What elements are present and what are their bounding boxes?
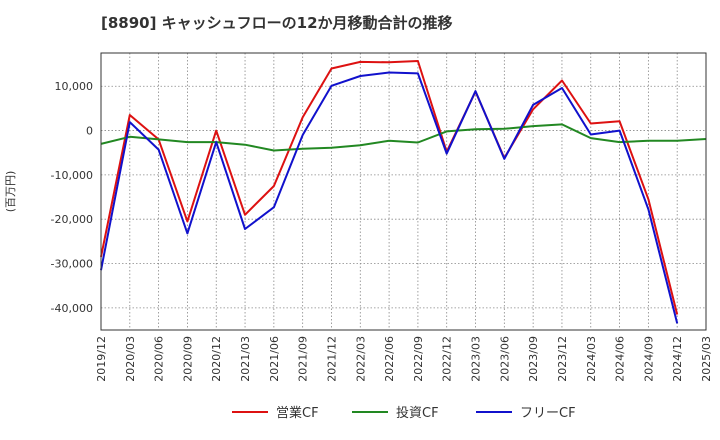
series-line-investing-cf <box>100 123 707 152</box>
y-tick-label: -20,000 <box>51 213 93 226</box>
y-axis-label: (百万円) <box>4 171 17 213</box>
grid-lines <box>100 53 707 330</box>
x-tick-label: 2020/09 <box>181 336 194 382</box>
x-tick-label: 2020/03 <box>124 336 137 382</box>
x-tick-label: 2022/12 <box>441 336 454 382</box>
legend-label-operating-cf: 営業CF <box>276 406 319 421</box>
x-tick-label: 2021/09 <box>297 336 310 382</box>
y-tick-label: 0 <box>86 125 93 138</box>
x-tick-label: 2022/06 <box>383 336 396 382</box>
x-tick-label: 2020/06 <box>153 336 166 382</box>
chart-title: [8890] キャッシュフローの12か月移動合計の推移 <box>101 14 453 32</box>
x-tick-label: 2022/03 <box>354 336 367 382</box>
y-tick-label: 10,000 <box>55 80 94 93</box>
y-tick-label: -40,000 <box>51 302 93 315</box>
legend-swatch-free-cf <box>476 410 512 413</box>
y-tick-label: -30,000 <box>51 258 93 271</box>
x-tick-label: 2023/09 <box>527 336 540 382</box>
x-tick-label: 2021/06 <box>268 336 281 382</box>
x-tick-label: 2024/03 <box>585 336 598 382</box>
series-lines <box>100 60 707 324</box>
x-tick-label: 2023/12 <box>556 336 569 382</box>
series-line-free-cf <box>100 71 679 324</box>
x-tick-labels: 2019/12 2020/03 2020/06 2020/09 2020/12 2021/… <box>95 336 713 382</box>
cashflow-chart: -40,000 -30,000 -20,000 -10,000 0 10,000 2019… <box>4 52 713 382</box>
x-tick-label: 2024/09 <box>642 336 655 382</box>
x-tick-label: 2021/12 <box>325 336 338 382</box>
x-tick-label: 2022/09 <box>412 336 425 382</box>
legend-label-investing-cf: 投資CF <box>396 406 439 421</box>
x-tick-label: 2023/03 <box>470 336 483 382</box>
legend-item-operating-cf: 営業CF <box>232 402 319 421</box>
x-tick-label: 2023/06 <box>498 336 511 382</box>
x-tick-label: 2020/12 <box>210 336 223 382</box>
y-tick-labels: -40,000 -30,000 -20,000 -10,000 0 10,000 <box>51 80 93 315</box>
x-tick-label: 2025/03 <box>700 336 713 382</box>
x-tick-label: 2021/03 <box>239 336 252 382</box>
plot-frame <box>100 52 707 331</box>
x-tick-label: 2019/12 <box>95 336 108 382</box>
legend-label-free-cf: フリーCF <box>520 406 576 421</box>
series-line-operating-cf <box>100 60 679 315</box>
legend: 営業CF 投資CF フリーCF <box>0 402 720 428</box>
legend-item-investing-cf: 投資CF <box>352 402 439 421</box>
legend-item-free-cf: フリーCF <box>476 402 576 421</box>
legend-swatch-operating-cf <box>232 410 268 413</box>
x-tick-label: 2024/06 <box>614 336 627 382</box>
x-tick-label: 2024/12 <box>671 336 684 382</box>
y-tick-label: -10,000 <box>51 169 93 182</box>
legend-swatch-investing-cf <box>352 410 388 413</box>
